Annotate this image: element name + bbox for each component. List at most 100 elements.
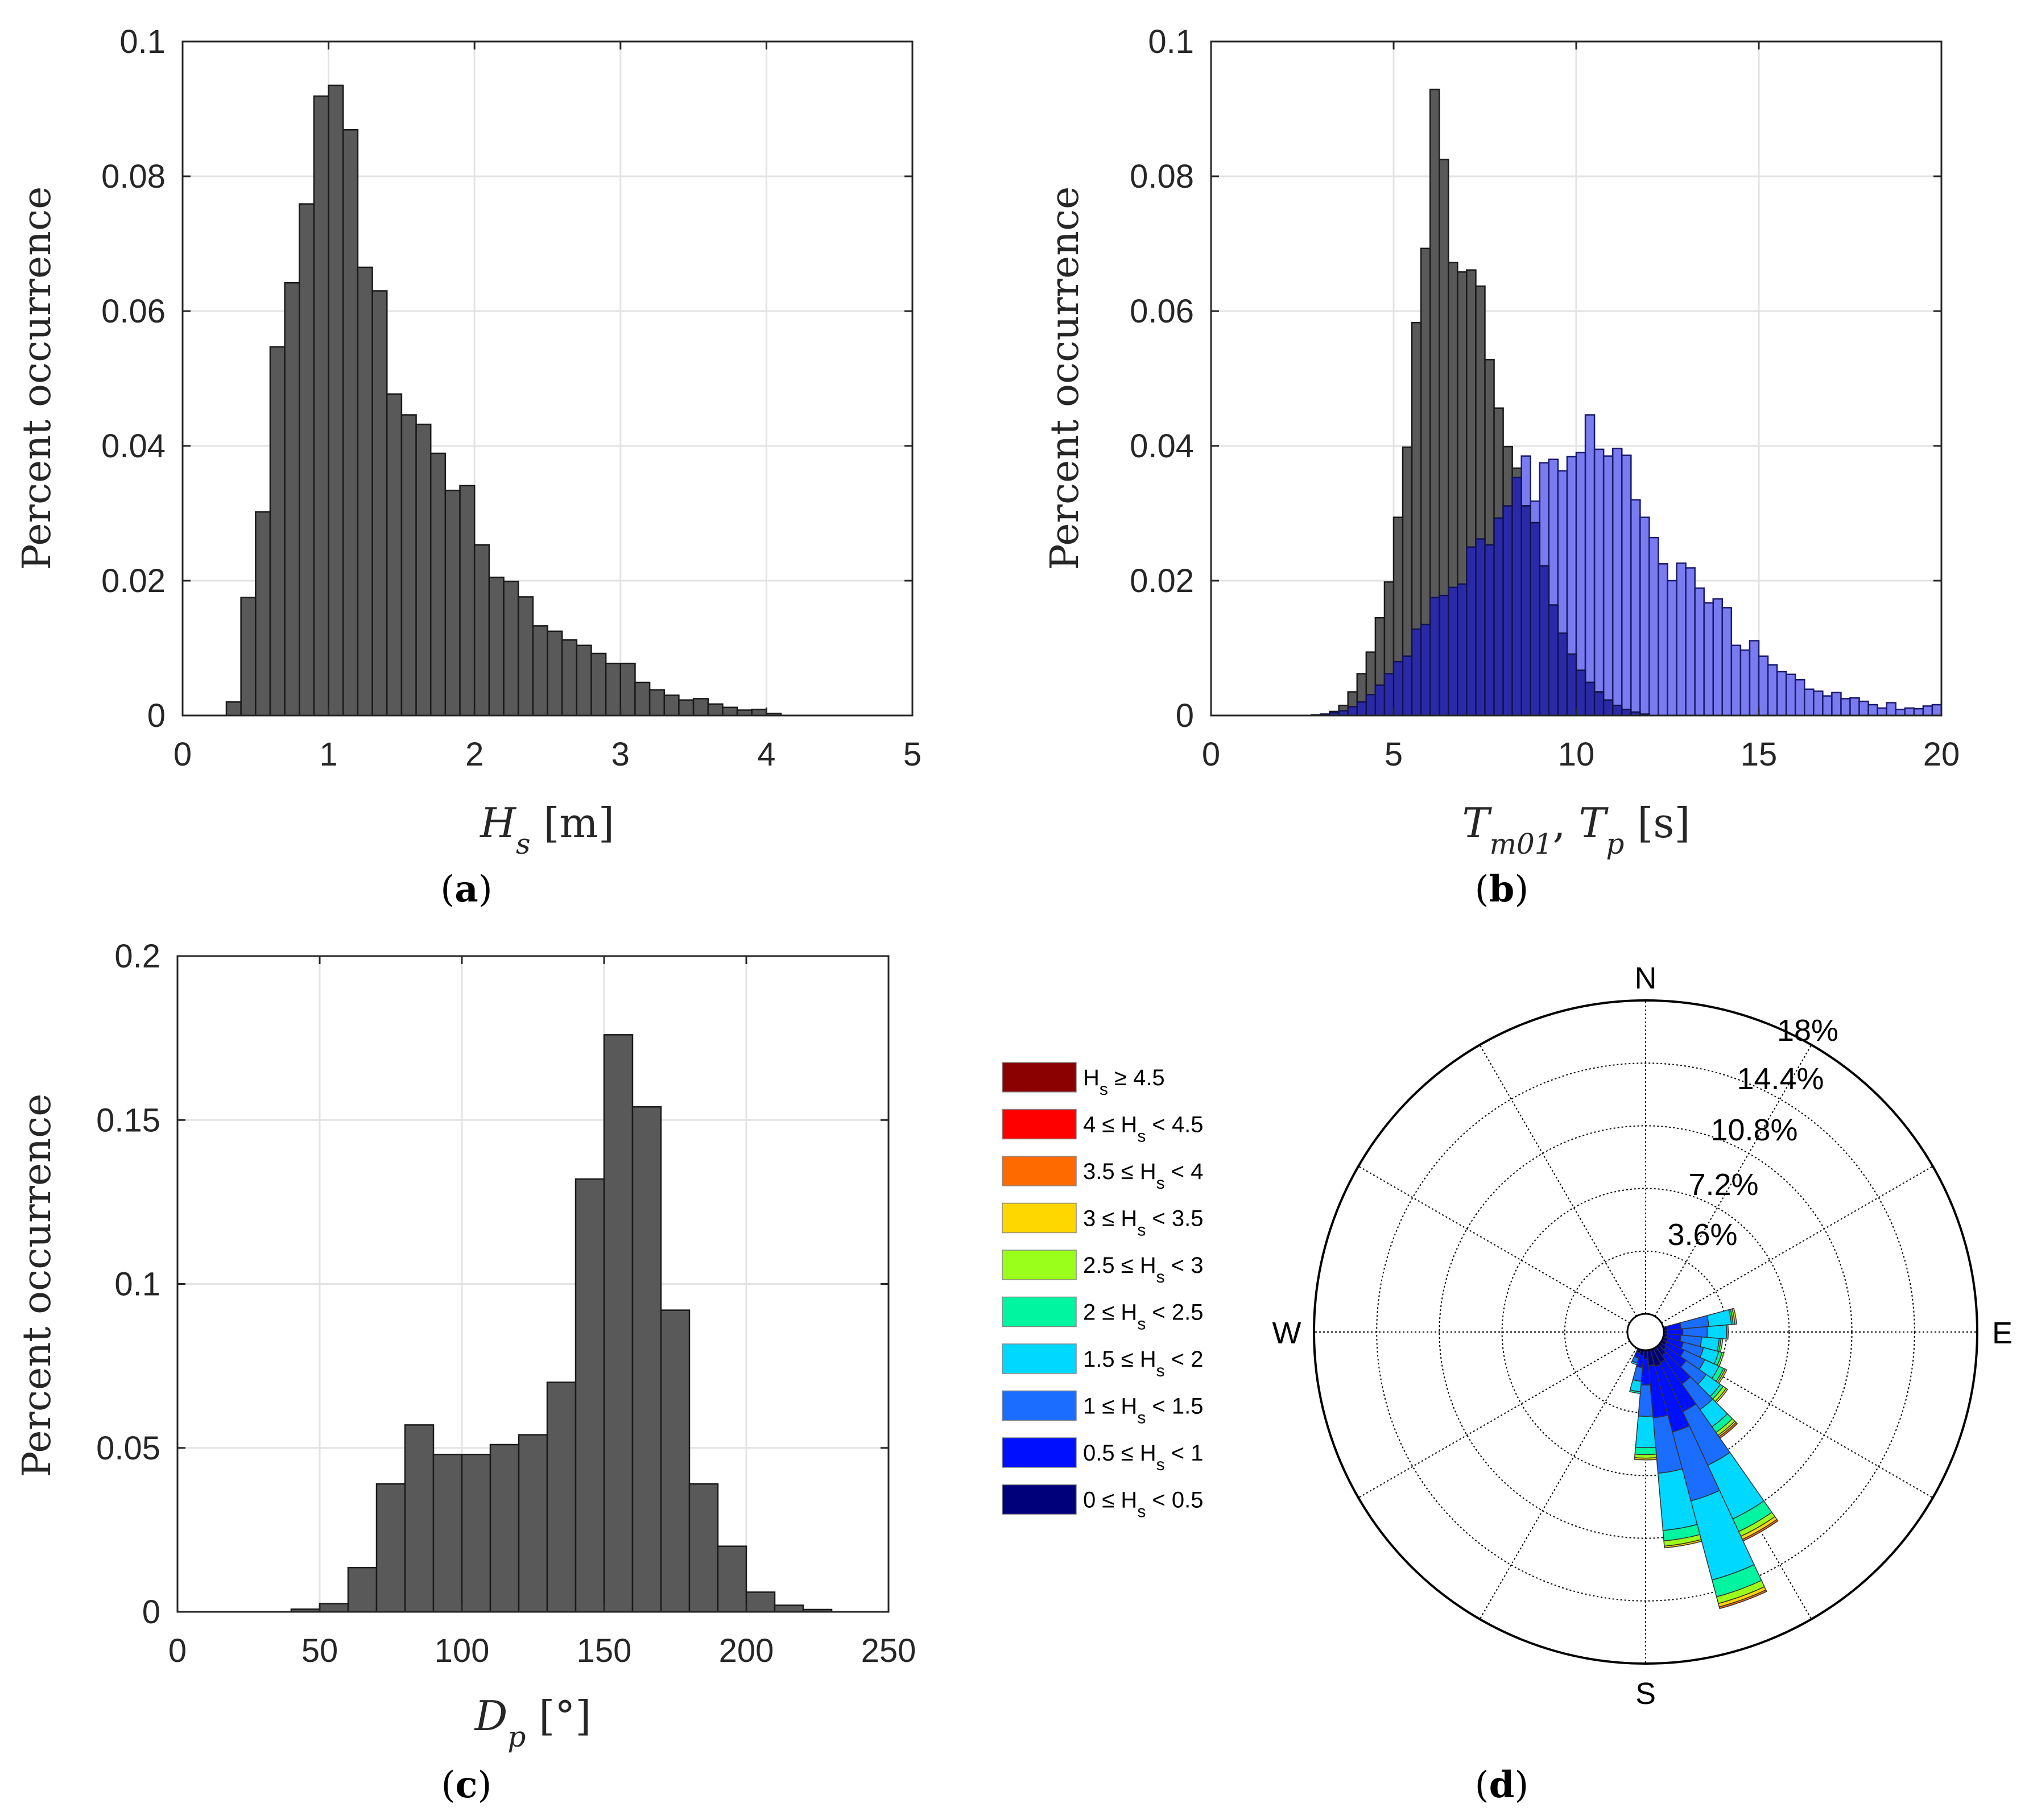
legend-label-pre: 3 ≤ H [1083, 1206, 1137, 1231]
chart-b-overlap-bar [1457, 583, 1468, 717]
chart-b-bar [1593, 448, 1605, 717]
chart-b-overlap-bar [1365, 694, 1377, 717]
chart-b-xlabel-unit: [s] [1624, 799, 1690, 847]
rose-ring-labels: 3.6% 7.2% 10.8% 14.4% 18% [1667, 1014, 1838, 1252]
legend-label-post: < 2 [1165, 1347, 1204, 1372]
chart-a-bar [240, 597, 257, 717]
chart-b-bar [1840, 698, 1851, 717]
chart-a-bar [429, 452, 447, 717]
chart-c-bar [518, 1434, 548, 1613]
chart-c-xtick-label: 50 [301, 1632, 338, 1669]
chart-a-xtick-label: 1 [319, 736, 337, 773]
chart-a-ytick-label: 0.04 [101, 428, 166, 465]
chart-b-yticks: 0 0.02 0.04 0.06 0.08 0.1 [1130, 23, 1941, 734]
legend-swatch [1002, 1484, 1077, 1515]
chart-c-bar [432, 1454, 463, 1613]
chart-b-overlap-bar [1548, 604, 1559, 717]
rose-sector-segment [1635, 1415, 1656, 1449]
chart-a-bar [619, 663, 636, 717]
chart-a-xlabel: Hs [m] [479, 799, 614, 861]
rose-label-s: S [1635, 1677, 1656, 1711]
chart-b-xlabel-main2: T [1578, 799, 1609, 847]
chart-b-bar [1849, 697, 1860, 717]
chart-c-xtick-label: 150 [577, 1632, 632, 1669]
chart-a-xticks: 0 1 2 3 4 5 [173, 42, 921, 773]
legend-label-sub: s [1100, 1080, 1108, 1099]
legend-label-pre: 1.5 ≤ H [1083, 1347, 1156, 1372]
rose-ring-label: 10.8% [1710, 1113, 1797, 1147]
chart-a-ytick-label: 0.06 [101, 293, 166, 330]
chart-c-xlabel-sub: p [507, 1720, 526, 1753]
chart-b-bar [1867, 704, 1878, 717]
chart-b-overlap-bar [1539, 565, 1550, 717]
legend-label: Hs ≥ 4.5 [1083, 1065, 1165, 1099]
chart-c-bar [717, 1545, 747, 1613]
legend-swatch [1002, 1343, 1077, 1374]
legend-label-post: < 3.5 [1146, 1206, 1203, 1231]
chart-b-overlap-bar [1448, 586, 1458, 717]
chart-b-overlap-bar [1584, 681, 1596, 717]
rose-sector-segment [1634, 1446, 1657, 1455]
rose-label-n: N [1635, 961, 1657, 995]
chart-b-bar [1758, 655, 1769, 717]
chart-b-bar [1648, 536, 1659, 717]
chart-a-bar [225, 701, 242, 717]
chart-a-bars [225, 84, 782, 717]
rose-legend: Hs ≥ 4.54 ≤ Hs < 4.53.5 ≤ Hs < 43 ≤ Hs <… [1002, 1062, 1204, 1521]
chart-a-xlabel-sub: s [516, 828, 531, 861]
chart-a-bar [371, 290, 388, 717]
chart-b-bar [1785, 673, 1796, 717]
chart-c-xlabel-unit: [°] [526, 1692, 591, 1740]
rose-sectors [1629, 1308, 1779, 1610]
chart-b-bar [1621, 454, 1632, 717]
chart-c-bar [745, 1591, 776, 1613]
chart-b-bar [1858, 700, 1869, 717]
chart-b-overlap-bar [1566, 653, 1577, 717]
chart-b-xlabel-sub2: p [1606, 828, 1624, 861]
rose-ring-label: 18% [1777, 1014, 1838, 1048]
chart-b-bar [1749, 640, 1760, 717]
chart-a-xtick-label: 5 [903, 736, 921, 773]
chart-b-bar [1813, 690, 1824, 717]
chart-b-overlap-bar [1502, 505, 1513, 717]
chart-c-xtick-label: 200 [719, 1632, 774, 1669]
panel-label-c: (c) [441, 1764, 492, 1806]
chart-a-bar [692, 698, 709, 717]
chart-c-bar [489, 1443, 520, 1613]
chart-c-ytick-label: 0.1 [114, 1266, 160, 1303]
chart-a-bar [415, 423, 432, 717]
legend-label-sub: s [1156, 1455, 1165, 1474]
chart-a-bar [576, 644, 592, 717]
chart-c-xticks: 0 50 100 150 200 250 [168, 956, 916, 1669]
legend-label: 1.5 ≤ Hs < 2 [1083, 1347, 1204, 1380]
legend-label-pre: 0.5 ≤ H [1083, 1441, 1156, 1466]
chart-b-overlap-bar [1520, 505, 1531, 717]
rose-sector-segment [1732, 1308, 1737, 1325]
chart-a-bar [269, 346, 286, 717]
chart-c-bars [290, 1034, 833, 1613]
legend-label-pre: 2 ≤ H [1083, 1300, 1137, 1325]
chart-a-bar [313, 95, 329, 717]
chart-b-bar [1767, 664, 1778, 717]
chart-b-overlap-bar [1530, 522, 1541, 717]
chart-b-bar [1730, 644, 1742, 717]
chart-b-bar [1913, 708, 1924, 717]
rose-label-e: E [1992, 1316, 2013, 1350]
chart-b-bar [1794, 679, 1805, 717]
rose-sector-segment [1664, 1539, 1702, 1549]
chart-b-xtick-label: 5 [1385, 736, 1403, 773]
chart-b-xtick-label: 15 [1741, 736, 1778, 773]
chart-b-xlabel-sep: , [1553, 799, 1579, 847]
chart-a-bar [473, 544, 490, 717]
chart-c-ytick-label: 0 [142, 1594, 160, 1631]
legend-label: 2 ≤ Hs < 2.5 [1083, 1300, 1204, 1334]
rose-ring-label: 7.2% [1688, 1168, 1758, 1202]
chart-c-xlabel-main: D [474, 1692, 508, 1740]
chart-a-ytick-label: 0.02 [101, 562, 166, 599]
legend-swatch [1002, 1202, 1077, 1234]
chart-a: 0 1 2 3 4 5 0 0.02 0.04 0.06 0.08 0.1 Percent occu… [15, 23, 921, 911]
chart-c-bar [461, 1454, 491, 1613]
legend-swatch [1002, 1437, 1077, 1468]
legend-label: 1 ≤ Hs < 1.5 [1083, 1394, 1204, 1428]
